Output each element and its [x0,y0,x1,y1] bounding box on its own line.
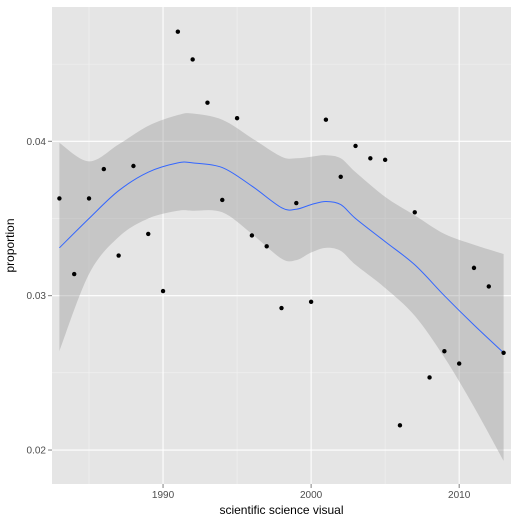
y-axis-ticks: 0.02 0.03 0.04 [27,137,52,457]
data-point [57,196,62,201]
data-point [101,166,107,172]
major-gridlines [52,7,511,484]
x-tick-label: 2010 [448,490,471,501]
x-axis-title: scientific science visual [219,503,343,517]
data-point [471,265,477,271]
data-point [442,349,447,354]
data-point [175,29,181,34]
y-tick-label: 0.02 [27,446,47,457]
data-point [486,284,491,289]
data-point [397,423,403,428]
y-axis-title: proportion [3,218,17,272]
smooth-line [59,161,504,354]
data-point [131,163,136,169]
data-point [294,200,299,206]
confidence-band [59,113,504,461]
minor-gridlines [52,7,511,484]
data-point [308,299,314,305]
data-point [368,156,373,161]
data-points [57,29,506,428]
data-point [427,375,432,380]
data-point [249,233,255,238]
plot-panel [52,7,511,484]
data-point [220,197,225,203]
data-point [205,100,210,105]
data-point [264,244,269,249]
data-point [86,196,92,201]
data-point [234,115,240,121]
data-point [116,253,121,258]
data-point [412,210,417,215]
y-tick-label: 0.03 [27,291,47,302]
data-point [456,361,462,366]
x-axis-ticks: 1990 2000 2010 [152,484,471,501]
data-point [72,271,77,277]
x-tick-label: 1990 [152,490,175,501]
data-point [501,350,506,355]
data-point [146,231,151,237]
data-point [279,305,284,311]
data-point [160,288,166,294]
data-point [190,57,195,62]
data-point [338,174,343,180]
data-point [353,143,358,149]
y-tick-label: 0.04 [27,137,47,148]
data-point [323,117,329,122]
x-tick-label: 2000 [300,490,323,501]
data-point [382,157,388,163]
